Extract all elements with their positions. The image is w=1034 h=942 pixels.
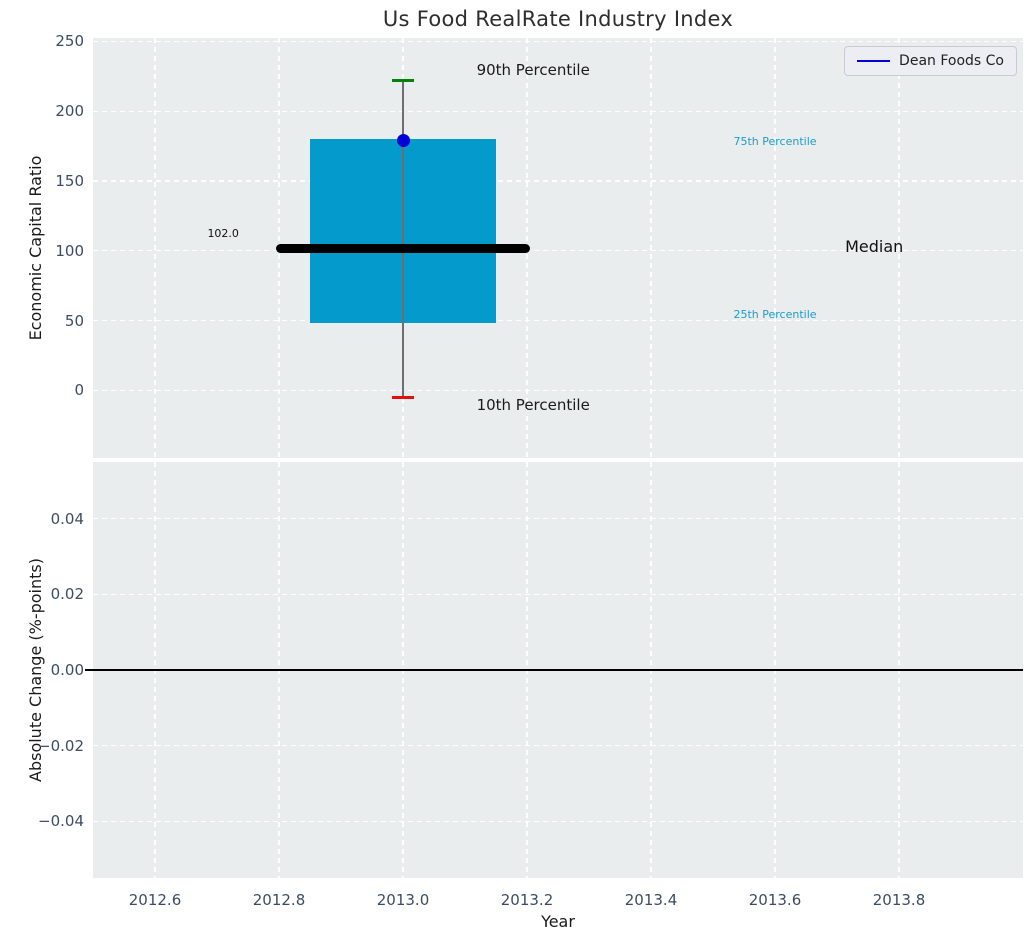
zero-line: [85, 669, 1023, 671]
gridline: [93, 110, 1023, 112]
legend-line-sample: [857, 60, 891, 62]
annotation-10th-percentile: 10th Percentile: [476, 396, 590, 415]
y-tick-label: −0.02: [38, 736, 84, 755]
gridline: [154, 38, 156, 458]
gridline: [93, 40, 1023, 43]
legend-label: Dean Foods Co: [899, 53, 1004, 69]
y-tick-label: 0: [74, 381, 84, 400]
y-tick-label: 250: [55, 32, 84, 51]
y-tick-label: 100: [55, 241, 84, 260]
annotation-75th-percentile: 75th Percentile: [733, 135, 817, 149]
gridline: [93, 820, 1023, 822]
dean-foods-marker: [396, 134, 410, 148]
y-tick-label: 50: [64, 311, 84, 330]
x-tick-label: 2012.8: [252, 891, 306, 909]
x-tick-label: 2013.6: [748, 891, 802, 909]
gridline: [93, 180, 1023, 182]
gridline: [93, 744, 1023, 747]
chart-title: Us Food RealRate Industry Index: [382, 7, 734, 31]
x-tick-label: 2013.4: [624, 891, 678, 909]
x-axis-label: Year: [541, 912, 575, 931]
gridline: [93, 593, 1023, 595]
annotation-median: Median: [845, 236, 904, 256]
y-tick-label: 150: [55, 172, 84, 191]
median-line: [275, 243, 531, 253]
whisker-cap-90th: [392, 79, 414, 83]
y-tick-label: 200: [55, 102, 84, 121]
legend: Dean Foods Co: [844, 46, 1017, 76]
gridline: [93, 389, 1023, 391]
annotation-102-0: 102.0: [207, 227, 239, 241]
x-tick-label: 2013.0: [376, 891, 430, 909]
y-tick-label: −0.04: [38, 812, 84, 831]
gridline: [93, 518, 1023, 520]
x-tick-label: 2012.6: [128, 891, 182, 909]
x-tick-label: 2013.2: [500, 891, 554, 909]
top-axes: 90th Percentile 10th Percentile 75th Perce…: [93, 38, 1023, 458]
y-tick-label: 0.00: [50, 661, 84, 679]
bottom-axes: [85, 462, 1023, 878]
x-tick-label: 2013.8: [872, 891, 926, 909]
annotation-90th-percentile: 90th Percentile: [476, 61, 590, 80]
annotation-25th-percentile: 25th Percentile: [733, 308, 817, 322]
whisker-line: [402, 80, 404, 398]
gridline: [650, 38, 652, 458]
y-tick-label: 0.02: [50, 585, 84, 604]
y-tick-label: 0.04: [50, 509, 84, 528]
whisker-cap-10th: [392, 395, 414, 399]
